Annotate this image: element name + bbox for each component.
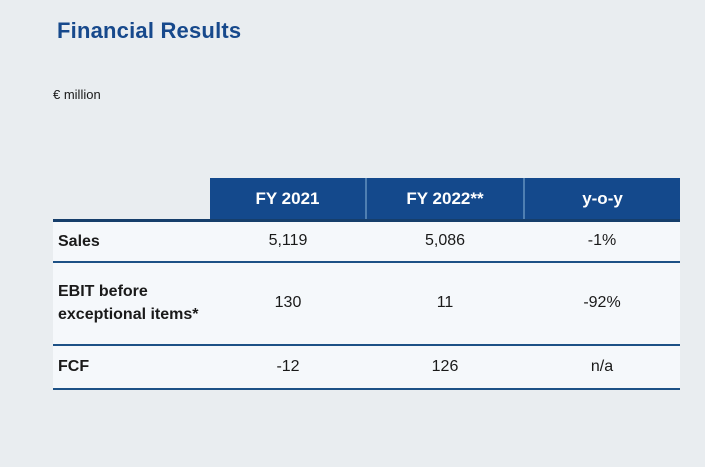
financial-results-table: FY 2021 FY 2022** y-o-y Sales 5,119 5,086 -1%… — [53, 178, 680, 390]
value-cell: -92% — [583, 294, 621, 311]
value-cell: n/a — [590, 357, 614, 375]
column-header-y-o-y: y-o-y — [523, 178, 680, 222]
table-row: EBIT before exceptional items* 130 11 -92% — [53, 261, 680, 345]
table-header-row: FY 2021 FY 2022** y-o-y — [53, 178, 680, 222]
table-row: FCF -12 126 n/a — [53, 344, 680, 389]
value-cell: 130 — [274, 294, 302, 311]
value-cell: 5,119 — [268, 232, 308, 250]
value-cell: 5,086 — [424, 232, 466, 250]
table-body: Sales 5,119 5,086 -1% EBIT before exceptiona… — [53, 220, 680, 389]
table-row: Sales 5,119 5,086 -1% — [53, 220, 680, 262]
table-corner-cell — [53, 178, 210, 222]
value-cell: -12 — [276, 357, 300, 375]
unit-label: € million — [53, 87, 101, 102]
row-label: Sales — [58, 232, 100, 250]
value-cell: 11 — [436, 294, 454, 311]
column-header-fy-2021: FY 2021 — [210, 178, 366, 222]
column-header-fy-2022-: FY 2022** — [365, 178, 524, 222]
row-label: EBIT before exceptional items* — [58, 282, 199, 323]
row-label: FCF — [58, 357, 90, 375]
value-cell: -1% — [587, 232, 617, 250]
value-cell: 126 — [431, 357, 459, 375]
page-title: Financial Results — [57, 18, 242, 43]
